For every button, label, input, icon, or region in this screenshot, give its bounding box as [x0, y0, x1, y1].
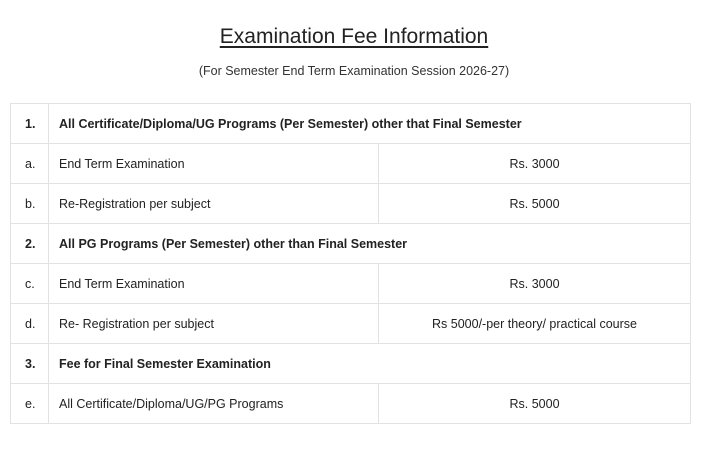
fee-description: End Term Examination	[48, 263, 379, 304]
fee-amount: Rs. 3000	[378, 263, 691, 304]
fee-description: Re-Registration per subject	[48, 183, 379, 224]
fee-description: End Term Examination	[48, 143, 379, 184]
section-title: Fee for Final Semester Examination	[48, 343, 691, 384]
section-title: All Certificate/Diploma/UG Programs (Per…	[48, 103, 691, 144]
fee-table: 1. All Certificate/Diploma/UG Programs (P…	[10, 103, 691, 424]
section-title: All PG Programs (Per Semester) other tha…	[48, 223, 691, 264]
page-title: Examination Fee Information	[0, 25, 708, 49]
fee-description: All Certificate/Diploma/UG/PG Programs	[48, 383, 379, 424]
fee-row: b. Re-Registration per subject Rs. 5000	[10, 183, 691, 224]
fee-amount: Rs. 3000	[378, 143, 691, 184]
row-number: d.	[10, 303, 49, 344]
row-number: 3.	[10, 343, 49, 384]
page-title-text: Examination Fee Information	[219, 25, 489, 48]
fee-row: d. Re- Registration per subject Rs 5000/-p…	[10, 303, 691, 344]
page-subtitle: (For Semester End Term Examination Sessi…	[198, 64, 510, 78]
fee-row: a. End Term Examination Rs. 3000	[10, 143, 691, 184]
fee-amount: Rs 5000/-per theory/ practical course	[378, 303, 691, 344]
fee-amount: Rs. 5000	[378, 383, 691, 424]
section-header-row: 3. Fee for Final Semester Examination	[10, 343, 691, 384]
row-number: e.	[10, 383, 49, 424]
row-number: b.	[10, 183, 49, 224]
fee-amount: Rs. 5000	[378, 183, 691, 224]
row-number: 1.	[10, 103, 49, 144]
fee-row: e. All Certificate/Diploma/UG/PG Programs…	[10, 383, 691, 424]
row-number: a.	[10, 143, 49, 184]
row-number: c.	[10, 263, 49, 304]
row-number: 2.	[10, 223, 49, 264]
section-header-row: 1. All Certificate/Diploma/UG Programs (P…	[10, 103, 691, 144]
section-header-row: 2. All PG Programs (Per Semester) other t…	[10, 223, 691, 264]
fee-row: c. End Term Examination Rs. 3000	[10, 263, 691, 304]
fee-description: Re- Registration per subject	[48, 303, 379, 344]
